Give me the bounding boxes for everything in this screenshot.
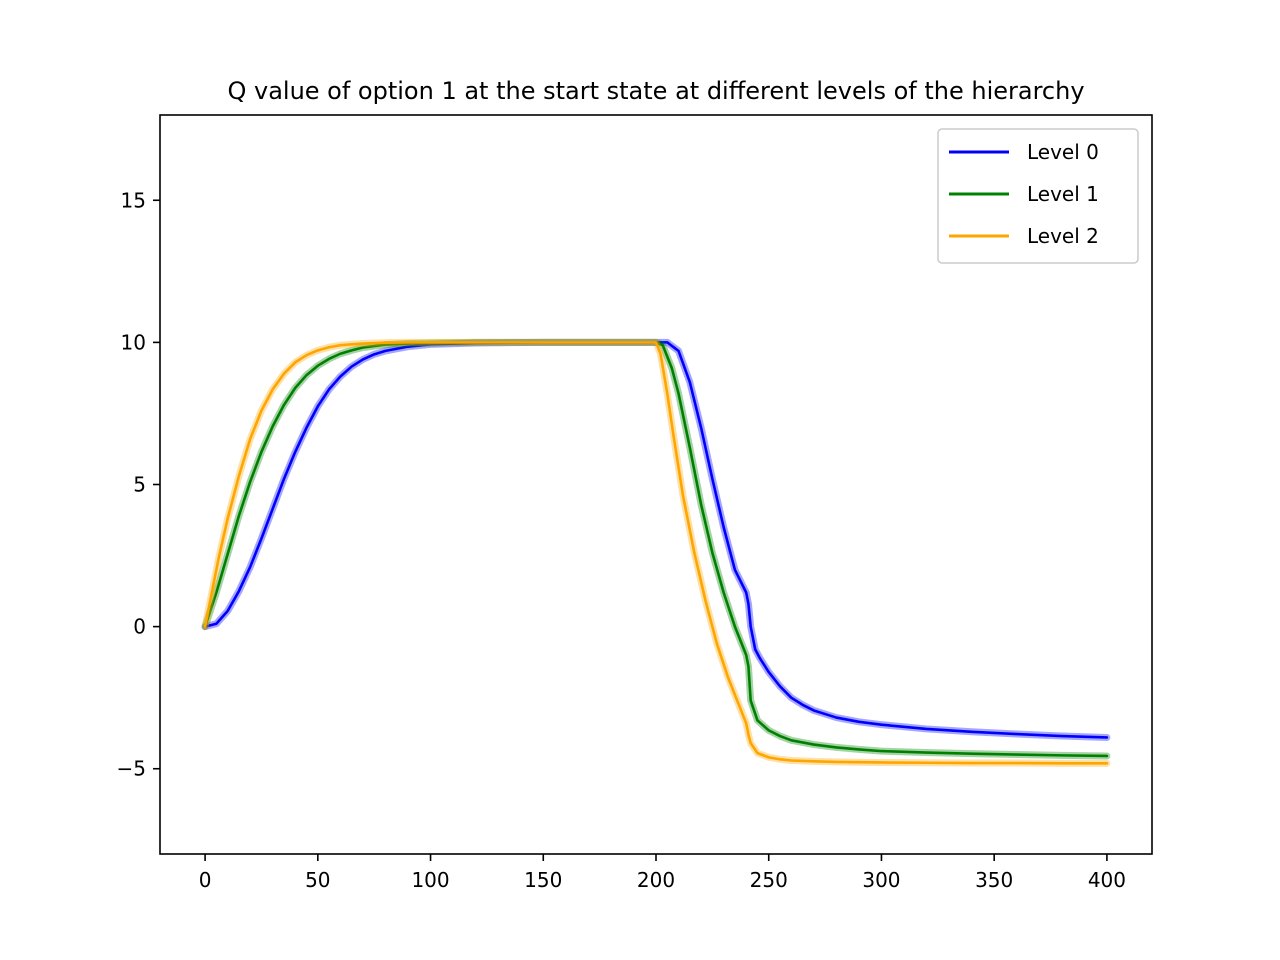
x-tick-label: 250 xyxy=(750,868,788,892)
y-tick-label: −5 xyxy=(117,757,146,781)
x-axis: 0 50 100 150 200 250 300 350 400 xyxy=(199,854,1126,892)
x-tick-label: 100 xyxy=(411,868,449,892)
y-tick-label: 10 xyxy=(121,330,146,354)
legend-box xyxy=(937,128,1139,264)
y-tick-label: 0 xyxy=(133,615,146,639)
legend-label-level-0: Level 0 xyxy=(1027,140,1099,164)
x-tick-label: 0 xyxy=(199,868,212,892)
y-axis: −5 0 5 10 15 xyxy=(117,188,160,781)
x-tick-label: 400 xyxy=(1088,868,1126,892)
x-tick-label: 350 xyxy=(975,868,1013,892)
series-line-level-1 xyxy=(203,341,1109,758)
legend-label-level-1: Level 1 xyxy=(1027,182,1099,206)
x-tick-label: 300 xyxy=(862,868,900,892)
series-line-level-0 xyxy=(203,341,1109,739)
legend: Level 0 Level 1 Level 2 xyxy=(937,128,1139,264)
x-tick-label: 150 xyxy=(524,868,562,892)
series-line-level-2 xyxy=(203,341,1109,765)
x-tick-label: 200 xyxy=(637,868,675,892)
chart-title: Q value of option 1 at the start state a… xyxy=(227,77,1084,105)
x-tick-label: 50 xyxy=(305,868,330,892)
y-tick-label: 15 xyxy=(121,188,146,212)
legend-label-level-2: Level 2 xyxy=(1027,224,1099,248)
y-tick-label: 5 xyxy=(133,473,146,497)
